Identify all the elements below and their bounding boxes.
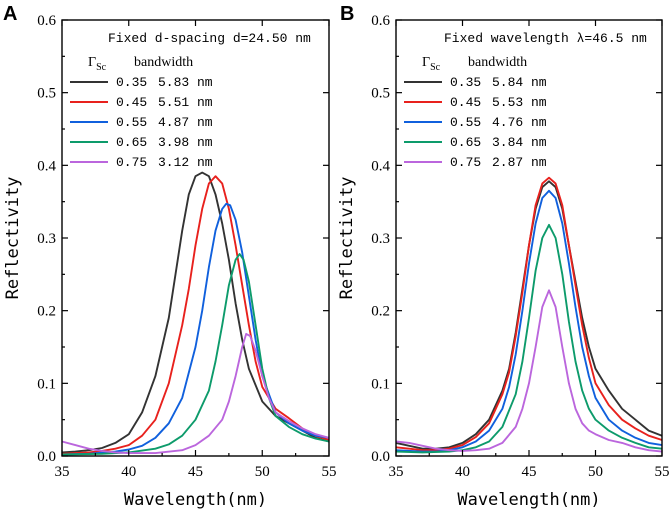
y-tick-label: 0.3 xyxy=(37,231,56,247)
legend-header-gamma: ΓSc xyxy=(422,55,441,73)
chart-title: Fixed wavelength λ=46.5 nm xyxy=(444,31,647,46)
x-tick-label: 50 xyxy=(588,464,603,480)
panel-label: A xyxy=(3,3,17,25)
legend-gamma-value: 0.55 xyxy=(116,115,147,130)
y-axis-title: Reflectivity xyxy=(337,177,357,300)
legend-header-gamma-sub: Sc xyxy=(430,62,441,73)
legend-gamma-value: 0.65 xyxy=(116,135,147,150)
y-tick-label: 0.6 xyxy=(371,13,390,29)
legend-bandwidth-value: 5.84 nm xyxy=(492,75,547,90)
series-line-075 xyxy=(61,332,330,455)
legend-header-gamma-symbol: Γ xyxy=(88,55,96,70)
chart-panel-a: A 35 40 45 50 55 0.0 0.1 0.2 0.3 0.4 0.5 0.6 Waveleng… xyxy=(3,3,337,510)
y-tick-label: 0.1 xyxy=(37,376,56,392)
legend-gamma-value: 0.45 xyxy=(450,95,481,110)
legend-gamma-value: 0.55 xyxy=(450,115,481,130)
legend-header-gamma-sub: Sc xyxy=(96,62,107,73)
legend-bandwidth-value: 4.87 nm xyxy=(158,115,213,130)
legend-header-bandwidth: bandwidth xyxy=(134,55,193,70)
x-tick-label: 35 xyxy=(55,464,70,480)
series-line-065 xyxy=(395,223,663,454)
legend-bandwidth-value: 3.84 nm xyxy=(492,135,547,150)
legend-bandwidth-value: 5.53 nm xyxy=(492,95,547,110)
legend-gamma-value: 0.65 xyxy=(450,135,481,150)
y-tick-label: 0.5 xyxy=(37,86,56,102)
y-tick-label: 0.4 xyxy=(371,158,390,174)
x-tick-label: 40 xyxy=(455,464,470,480)
legend-gamma-value: 0.75 xyxy=(116,155,147,170)
chart-panel-b: B 35 40 45 50 55 0.0 0.1 0.2 0.3 0.4 0.5 0.6 Waveleng… xyxy=(337,3,670,510)
x-tick-label: 55 xyxy=(655,464,670,480)
series-line-055 xyxy=(395,189,663,453)
y-tick-label: 0.0 xyxy=(371,449,390,465)
legend-header-bandwidth: bandwidth xyxy=(468,55,527,70)
legend-gamma-value: 0.75 xyxy=(450,155,481,170)
legend-gamma-value: 0.45 xyxy=(116,95,147,110)
x-tick-label: 45 xyxy=(188,464,203,480)
y-tick-label: 0.6 xyxy=(37,13,56,29)
legend-bandwidth-value: 3.98 nm xyxy=(158,135,213,150)
panel-label: B xyxy=(340,3,354,25)
series-line-035 xyxy=(61,171,330,454)
y-tick-label: 0.2 xyxy=(371,304,390,320)
y-tick-label: 0.0 xyxy=(37,449,56,465)
series-line-075 xyxy=(395,289,663,453)
x-axis-title: Wavelength(nm) xyxy=(457,490,600,510)
y-tick-label: 0.1 xyxy=(371,376,390,392)
chart-title: Fixed d-spacing d=24.50 nm xyxy=(108,31,311,46)
legend-gamma-value: 0.35 xyxy=(450,75,481,90)
series-line-045 xyxy=(61,175,330,455)
y-tick-label: 0.5 xyxy=(371,86,390,102)
legend-bandwidth-value: 3.12 nm xyxy=(158,155,213,170)
legend-header-gamma-symbol: Γ xyxy=(422,55,430,70)
x-tick-label: 55 xyxy=(322,464,337,480)
legend-bandwidth-value: 5.83 nm xyxy=(158,75,213,90)
legend-gamma-value: 0.35 xyxy=(116,75,147,90)
x-tick-label: 45 xyxy=(522,464,537,480)
legend-bandwidth-value: 4.76 nm xyxy=(492,115,547,130)
series-line-065 xyxy=(61,253,330,456)
y-tick-label: 0.2 xyxy=(37,304,56,320)
y-tick-label: 0.3 xyxy=(371,231,390,247)
series-line-035 xyxy=(395,180,663,450)
x-axis-title: Wavelength(nm) xyxy=(124,490,267,510)
x-tick-label: 35 xyxy=(389,464,404,480)
legend-header-gamma: ΓSc xyxy=(88,55,107,73)
series-line-045 xyxy=(395,176,663,452)
x-tick-label: 50 xyxy=(255,464,270,480)
x-tick-label: 40 xyxy=(121,464,136,480)
y-tick-label: 0.4 xyxy=(37,158,56,174)
y-axis-title: Reflectivity xyxy=(3,177,23,300)
legend-bandwidth-value: 2.87 nm xyxy=(492,155,547,170)
legend-bandwidth-value: 5.51 nm xyxy=(158,95,213,110)
